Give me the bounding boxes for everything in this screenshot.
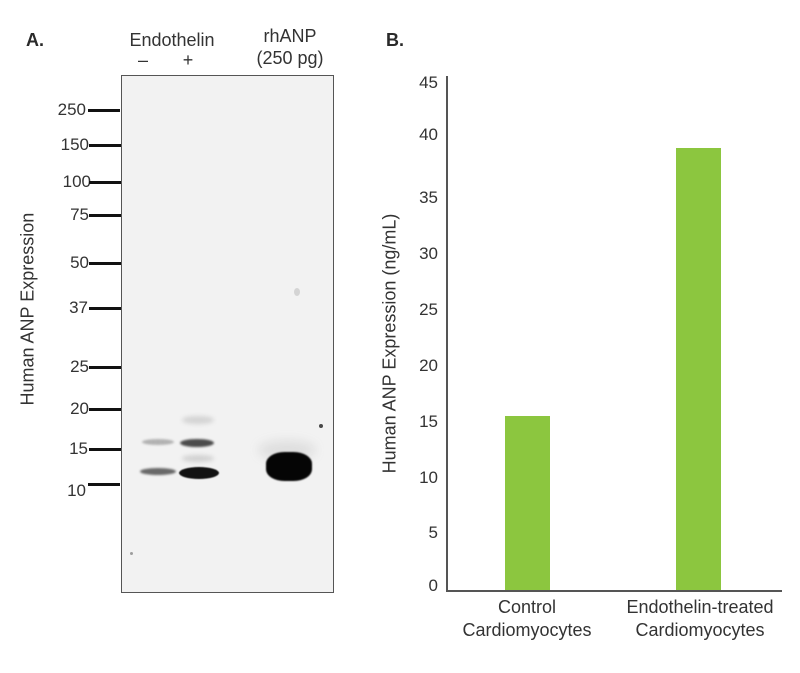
mw-tick-50 bbox=[89, 262, 121, 265]
y-tick-0: 0 bbox=[428, 576, 438, 595]
mw-tick-250 bbox=[88, 109, 120, 112]
mw-label-250: 250 bbox=[57, 100, 86, 119]
mw-label-150: 150 bbox=[60, 135, 89, 154]
mw-tick-75 bbox=[89, 214, 121, 217]
blot-speck bbox=[294, 288, 300, 296]
y-tick-45: 45 bbox=[419, 73, 438, 92]
band-lane2-14kda bbox=[182, 455, 214, 462]
panel-b-label: B. bbox=[386, 30, 404, 50]
blot-speck bbox=[319, 424, 323, 428]
band-lane1-16kda bbox=[142, 439, 174, 445]
x-axis-line bbox=[446, 590, 782, 592]
y-tick-30: 30 bbox=[419, 244, 438, 263]
mw-label-37: 37 bbox=[69, 298, 88, 317]
mw-tick-15 bbox=[89, 448, 121, 451]
mw-label-75: 75 bbox=[70, 205, 89, 224]
lane-minus-label: – bbox=[137, 50, 148, 70]
y-tick-5: 5 bbox=[428, 523, 438, 542]
panel-a-label: A. bbox=[26, 30, 44, 50]
mw-label-25: 25 bbox=[70, 357, 89, 376]
lane-plus-label: + bbox=[182, 50, 194, 70]
y-tick-10: 10 bbox=[419, 468, 438, 487]
mw-label-10: 10 bbox=[67, 481, 86, 500]
panel-a-y-axis-title: Human ANP Expression bbox=[17, 212, 38, 406]
mw-label-15: 15 bbox=[69, 439, 88, 458]
blot-speck bbox=[130, 552, 133, 555]
mw-label-100: 100 bbox=[62, 172, 91, 191]
mw-tick-100 bbox=[89, 181, 121, 184]
band-lane2-16kda bbox=[180, 439, 214, 447]
band-lane1-12kda bbox=[140, 468, 176, 475]
panel-b-y-axis-title: Human ANP Expression (ng/mL) bbox=[379, 213, 400, 474]
band-lane2-18kda bbox=[182, 416, 214, 424]
mw-tick-25 bbox=[89, 366, 121, 369]
y-tick-40: 40 bbox=[419, 125, 438, 144]
mw-tick-37 bbox=[89, 307, 121, 310]
mw-tick-10 bbox=[88, 483, 120, 486]
band-lane2-12kda bbox=[179, 467, 219, 479]
western-blot-image bbox=[121, 75, 334, 593]
bar-control-cardiomyocytes bbox=[505, 416, 550, 590]
mw-tick-20 bbox=[89, 408, 121, 411]
mw-label-50: 50 bbox=[70, 253, 89, 272]
bar-endothelin-treated-cardiomyocytes bbox=[676, 148, 721, 590]
y-tick-20: 20 bbox=[419, 356, 438, 375]
x-label-endothelin-line2: Cardiomyocytes bbox=[635, 620, 765, 640]
mw-tick-150 bbox=[89, 144, 121, 147]
band-lane3-12kda bbox=[266, 452, 312, 481]
y-tick-35: 35 bbox=[419, 188, 438, 207]
x-label-endothelin-line1: Endothelin-treated bbox=[626, 597, 774, 617]
x-label-control-line1: Control bbox=[497, 597, 557, 617]
endothelin-header: Endothelin bbox=[129, 30, 215, 50]
y-axis-line bbox=[446, 76, 448, 592]
rhanp-header-line1: rhANP bbox=[263, 26, 317, 46]
mw-label-20: 20 bbox=[70, 399, 89, 418]
y-tick-15: 15 bbox=[419, 412, 438, 431]
x-label-control-line2: Cardiomyocytes bbox=[462, 620, 592, 640]
y-tick-25: 25 bbox=[419, 300, 438, 319]
rhanp-header-line2: (250 pg) bbox=[256, 48, 324, 68]
